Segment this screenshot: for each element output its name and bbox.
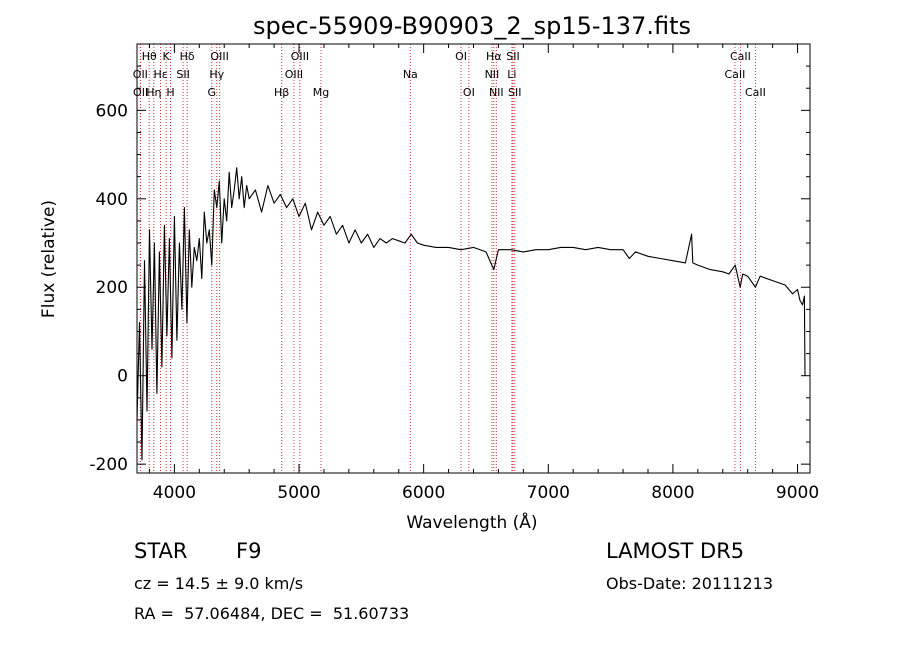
chart-title: spec-55909-B90903_2_sp15-137.fits (253, 12, 691, 40)
axes-layer: 4000 5000 6000 7000 8000 9000 -200 0 200 400 600 (89, 43, 819, 503)
spectrum-line (136, 167, 806, 461)
marker-label: OII (133, 68, 148, 81)
coordinates: RA = 57.06484, DEC = 51.60733 (134, 604, 410, 623)
y-tick-label: 0 (117, 367, 128, 387)
marker-label: Hθ (142, 50, 157, 63)
object-subclass: F9 (236, 539, 262, 563)
obs-date: Obs-Date: 20111213 (606, 574, 774, 593)
marker-label: CaII (745, 86, 766, 99)
plot-frame (136, 43, 811, 474)
x-tick-label: 9000 (776, 483, 819, 503)
marker-label: K (163, 50, 171, 63)
marker-label: G (208, 86, 217, 99)
marker-label: OIII (285, 68, 303, 81)
marker-label: CaII (725, 68, 746, 81)
marker-label: Li (507, 68, 516, 81)
marker-label: Hβ (274, 86, 289, 99)
marker-lines-layer (139, 44, 756, 473)
marker-label: Hγ (209, 68, 224, 81)
marker-label: OIII (210, 50, 228, 63)
x-axis-label: Wavelength (Å) (406, 511, 537, 533)
redshift-text: cz = 14.5 ± 9.0 km/s (134, 574, 304, 593)
object-type: STAR (134, 539, 188, 563)
marker-label: SII (508, 86, 521, 99)
x-tick-label: 8000 (651, 483, 694, 503)
y-tick-label: 200 (96, 278, 128, 298)
marker-label: OI (455, 50, 467, 63)
marker-label: SII (176, 68, 189, 81)
y-tick-label: -200 (89, 455, 128, 475)
marker-label: OI (463, 86, 475, 99)
marker-label: Na (403, 68, 418, 81)
marker-label: NII (485, 68, 500, 81)
marker-label: SII (506, 50, 519, 63)
marker-label: Hδ (180, 50, 195, 63)
marker-label: H (166, 86, 174, 99)
marker-label: NII (489, 86, 504, 99)
spectrum-layer (136, 167, 806, 461)
marker-label: OIII (291, 50, 309, 63)
marker-label: Hα (486, 50, 502, 63)
x-tick-label: 4000 (153, 483, 196, 503)
y-axis-label: Flux (relative) (39, 200, 59, 318)
marker-label: Hε (153, 68, 167, 81)
y-tick-label: 400 (96, 190, 128, 210)
x-tick-label: 7000 (527, 483, 570, 503)
marker-label: Mg (313, 86, 329, 99)
survey-name: LAMOST DR5 (606, 539, 745, 563)
x-tick-label: 6000 (402, 483, 445, 503)
marker-label: CaII (730, 50, 751, 63)
x-tick-label: 5000 (277, 483, 320, 503)
marker-label: Hη (146, 86, 161, 99)
y-tick-label: 600 (96, 101, 128, 121)
marker-labels-layer: OIIOIIHθHηHεKHSIIHδGHγOIIIHβOIIIOIIIMgNa… (133, 50, 766, 99)
